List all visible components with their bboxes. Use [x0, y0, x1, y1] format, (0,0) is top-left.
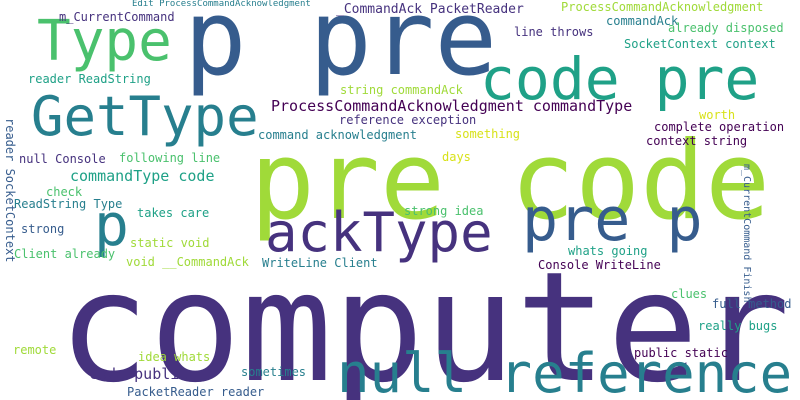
- word-commandack: commandAck: [606, 14, 679, 28]
- word-already-disposed: already disposed: [668, 21, 784, 35]
- word-console-writeline: Console WriteLine: [538, 258, 661, 272]
- word-whats-going: whats going: [568, 244, 648, 258]
- word-void-commandack: void __CommandAck: [126, 255, 249, 269]
- word-socketcontext-context: SocketContext context: [624, 37, 776, 51]
- word-processcommandacknowledgment: ProcessCommandAcknowledgment: [561, 0, 764, 14]
- word-p: p: [94, 191, 129, 259]
- word-really-bugs: really bugs: [698, 319, 778, 333]
- word-type: Type: [37, 9, 172, 74]
- word-full-method: full method: [712, 297, 792, 311]
- word-m-currentcommand-finish: m_CurrentCommand Finish: [741, 164, 752, 303]
- word-reference-exception: reference exception: [339, 113, 477, 127]
- word-check: check: [46, 185, 83, 199]
- word-commandack-packetreader: _CommandAck PacketReader: [336, 2, 524, 17]
- word-public-static: public static: [634, 346, 728, 360]
- word-static-void: static void: [130, 236, 210, 250]
- word-something: something: [455, 127, 521, 141]
- word-idea-whats: idea whats: [138, 350, 211, 364]
- word-commandtype-code: commandType code: [70, 167, 215, 185]
- word-line-throws: line throws: [514, 25, 594, 39]
- word-reader-socketcontext: reader SocketContext: [3, 118, 17, 263]
- word-code-public: code public: [89, 365, 189, 383]
- word-edit-processcommandacknowledgment: Edit ProcessCommandAcknowledgment: [132, 0, 311, 9]
- word-strong: strong: [21, 222, 65, 236]
- word-pre-code: pre code: [250, 119, 771, 244]
- word-processcommandacknowledgment-commandtype: ProcessCommandAcknowledgment commandType: [271, 97, 633, 115]
- word-m-currentcommand: m_CurrentCommand: [59, 10, 175, 24]
- word-clues: clues: [671, 287, 708, 301]
- word-sometimes: sometimes: [241, 365, 307, 379]
- word-code-pre: code pre: [480, 45, 760, 113]
- word-acktype: ackType: [265, 201, 493, 264]
- word-following-line: following line: [119, 151, 221, 165]
- word-remote: remote: [13, 343, 57, 357]
- word-client-already: Client already: [14, 247, 116, 261]
- word-string-commandack: string commandAck: [340, 83, 463, 97]
- word-reader-readstring: reader ReadString: [28, 72, 151, 86]
- word-p-pre: p pre: [184, 0, 498, 99]
- word-packetreader-reader: PacketReader reader: [127, 385, 265, 399]
- word-null-reference: null reference: [337, 342, 793, 400]
- word-null-console: null Console: [19, 152, 106, 166]
- word-computer: computer: [58, 239, 791, 400]
- word-pre-p: pre p: [522, 185, 703, 255]
- word-command-acknowledgment: command acknowledgment: [258, 128, 417, 142]
- word-takes-care: takes care: [137, 206, 210, 220]
- word-complete-operation: complete operation: [654, 120, 785, 134]
- word-gettype: GetType: [31, 85, 259, 148]
- word-writeline-client: WriteLine Client: [262, 256, 378, 270]
- word-readstring-type: ReadString Type: [14, 197, 123, 211]
- word-days: days: [442, 150, 471, 164]
- word-strong-idea: strong idea: [404, 204, 484, 218]
- word-context-string: context string: [646, 134, 748, 148]
- word-worth: worth: [699, 108, 736, 122]
